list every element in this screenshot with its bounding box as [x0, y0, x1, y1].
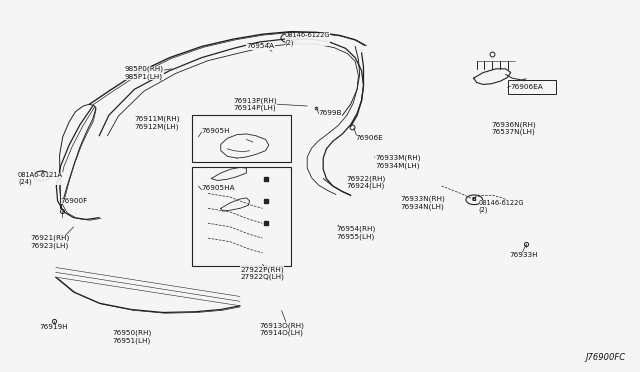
- Text: 76936N(RH)
76537N(LH): 76936N(RH) 76537N(LH): [492, 121, 536, 135]
- Bar: [192, 115, 291, 162]
- Bar: [508, 80, 556, 94]
- Text: 76922(RH)
76924(LH): 76922(RH) 76924(LH): [347, 175, 386, 189]
- Text: B: B: [287, 35, 292, 41]
- Text: 7699B: 7699B: [319, 110, 342, 116]
- Text: 76906EA: 76906EA: [511, 84, 543, 90]
- Text: 76913P(RH)
76914P(LH): 76913P(RH) 76914P(LH): [234, 97, 277, 111]
- Text: 76905H: 76905H: [202, 128, 230, 134]
- Text: 76905HA: 76905HA: [202, 185, 236, 191]
- Text: 76954A: 76954A: [246, 44, 275, 49]
- Text: 76919H: 76919H: [40, 324, 68, 330]
- Text: 76921(RH)
76923(LH): 76921(RH) 76923(LH): [31, 235, 70, 249]
- Text: 27922P(RH)
27922Q(LH): 27922P(RH) 27922Q(LH): [240, 266, 284, 280]
- Text: J76900FC: J76900FC: [586, 353, 626, 362]
- Text: 76933N(RH)
76934N(LH): 76933N(RH) 76934N(LH): [401, 196, 445, 210]
- Bar: [192, 167, 291, 266]
- Text: 08146-6122G
(2): 08146-6122G (2): [285, 32, 330, 46]
- Text: 081A6-6121A
(24): 081A6-6121A (24): [18, 172, 63, 185]
- Text: 76913O(RH)
76914O(LH): 76913O(RH) 76914O(LH): [259, 322, 304, 336]
- Text: 985P0(RH)
985P1(LH): 985P0(RH) 985P1(LH): [125, 65, 164, 80]
- Text: 76933M(RH)
76934M(LH): 76933M(RH) 76934M(LH): [375, 155, 420, 169]
- Text: B: B: [472, 197, 477, 202]
- Text: 76954(RH)
76955(LH): 76954(RH) 76955(LH): [336, 225, 375, 240]
- Text: 76900F: 76900F: [61, 198, 88, 204]
- Text: B: B: [39, 173, 44, 179]
- Text: 76950(RH)
76951(LH): 76950(RH) 76951(LH): [112, 330, 151, 344]
- Text: 76906E: 76906E: [355, 135, 383, 141]
- Text: 76933H: 76933H: [509, 252, 538, 258]
- Text: 08146-6122G
(2): 08146-6122G (2): [479, 200, 524, 213]
- Text: 76911M(RH)
76912M(LH): 76911M(RH) 76912M(LH): [134, 116, 180, 130]
